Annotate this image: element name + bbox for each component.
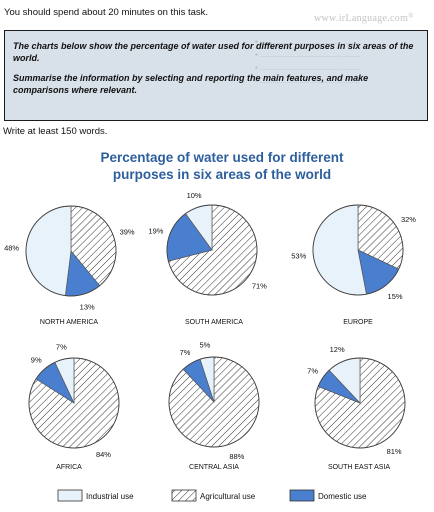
pie-outline [25, 205, 117, 297]
data-label-industrial: 48% [4, 243, 19, 252]
legend-label: Industrial use [86, 492, 134, 501]
pie-north-america [25, 205, 117, 297]
pie-outline [312, 204, 404, 296]
pie-central-asia [168, 356, 260, 448]
legend-label: Agricultural use [200, 492, 256, 501]
data-label-agricultural: 84% [96, 450, 111, 459]
data-label-domestic: 15% [388, 292, 403, 301]
pie-outline [28, 357, 120, 449]
pie-outline [168, 356, 260, 448]
data-label-agricultural: 71% [252, 282, 267, 291]
data-label-domestic: 7% [180, 348, 191, 357]
data-label-domestic: 9% [31, 355, 42, 364]
word-count-instruction: Write at least 150 words. [3, 126, 108, 137]
data-label-domestic: 13% [80, 303, 95, 312]
region-label: SOUTH AMERICA [185, 319, 243, 326]
pie-outline [166, 204, 258, 296]
legend-swatch [171, 489, 197, 502]
chart-title: Percentage of water used for different p… [100, 150, 344, 182]
task-time-instruction: You should spend about 20 minutes on thi… [4, 7, 209, 18]
data-label-industrial: 10% [187, 191, 202, 200]
data-label-industrial: 53% [291, 251, 306, 260]
data-label-agricultural: 81% [387, 447, 402, 456]
data-label-domestic: 19% [148, 226, 163, 235]
legend-swatch [289, 489, 315, 502]
region-label: NORTH AMERICA [40, 319, 99, 326]
data-label-agricultural: 39% [120, 227, 135, 236]
data-label-agricultural: 32% [401, 215, 416, 224]
pie-outline [314, 357, 406, 449]
task-prompt-line-2: Summarise the information by selecting a… [13, 73, 369, 95]
task-box: ▪ ......................................… [4, 30, 428, 121]
pie-europe [312, 204, 404, 296]
region-label: SOUTH EAST ASIA [328, 464, 390, 471]
legend-swatch [57, 489, 83, 502]
data-label-industrial: 12% [330, 345, 345, 354]
data-label-domestic: 7% [307, 366, 318, 375]
task-prompt-line-1: The charts below show the percentage of … [13, 41, 414, 63]
legend-item: Industrial use [57, 489, 134, 502]
legend-item: Domestic use [289, 489, 367, 502]
region-label: EUROPE [343, 319, 373, 326]
data-label-industrial: 5% [200, 341, 211, 350]
ghost-text-background: ▪ ......................................… [255, 37, 360, 85]
pie-south-east-asia [314, 357, 406, 449]
task-prompt: The charts below show the percentage of … [13, 40, 418, 96]
region-label: AFRICA [56, 464, 82, 471]
data-label-industrial: 7% [56, 342, 67, 351]
slice-industrial [25, 205, 72, 297]
pie-africa [28, 357, 120, 449]
legend-item: Agricultural use [171, 489, 256, 502]
legend-label: Domestic use [318, 492, 367, 501]
pie-south-america [166, 204, 258, 296]
data-label-agricultural: 88% [229, 452, 244, 461]
region-label: CENTRAL ASIA [189, 464, 239, 471]
watermark: www.irLanguage.com® [314, 12, 414, 24]
